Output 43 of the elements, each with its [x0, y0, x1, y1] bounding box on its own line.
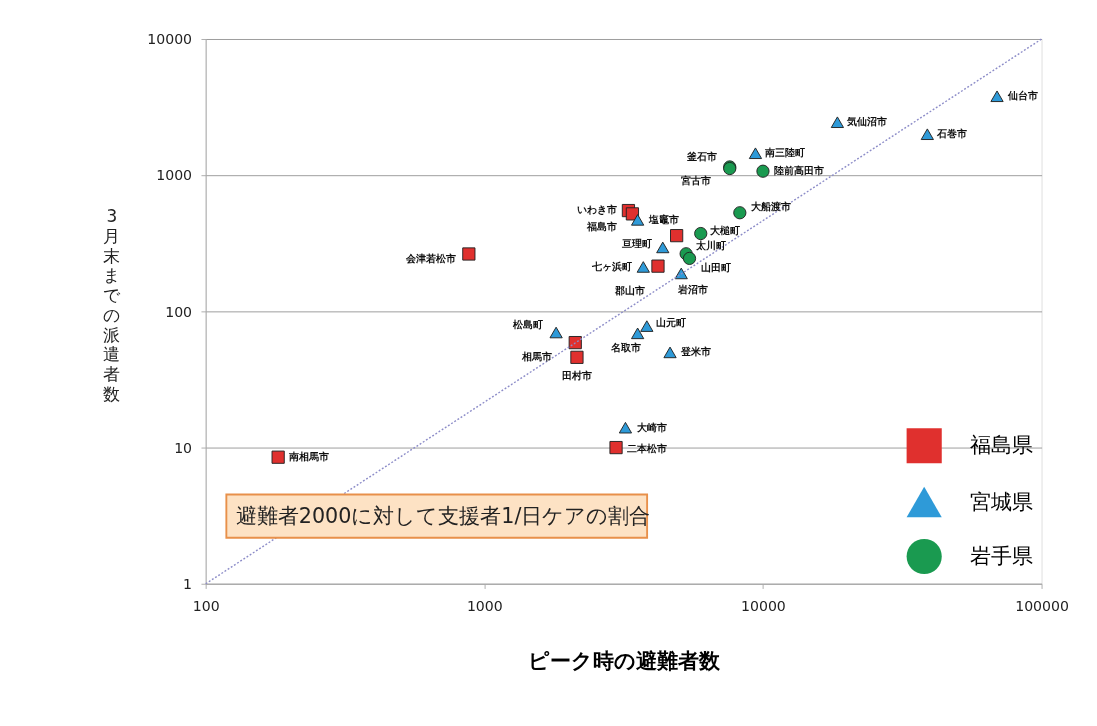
x-tick-label: 100	[192, 598, 220, 615]
annotation: 大槌町	[709, 224, 741, 237]
annotation: 宮古市	[680, 174, 711, 187]
y-tick-label: 10000	[147, 31, 193, 48]
annotation: 仙台市	[1007, 89, 1039, 102]
annotation: 気仙沼市	[845, 115, 887, 128]
annotation: 避難者2000に対して支援者1/日ケアの割合	[235, 503, 651, 528]
annotation: いわき市	[577, 203, 618, 216]
annotation: 釜石市	[685, 150, 717, 163]
annotation: 大船渡市	[750, 199, 792, 212]
legend-label: 宮城県	[970, 489, 1034, 514]
y-tick-label: 100	[165, 303, 193, 320]
text: 3月末までの派遣者数	[103, 206, 121, 404]
annotation: 登米市	[680, 345, 712, 358]
annotation: 亘理町	[620, 237, 652, 250]
annotation: 南相馬市	[288, 450, 330, 463]
annotation: 二本松市	[627, 442, 668, 455]
annotation: 相馬市	[520, 349, 552, 362]
x-tick-label: 1000	[466, 598, 503, 615]
annotation: 塩竈市	[647, 212, 679, 225]
annotation: 七ヶ浜町	[591, 259, 633, 272]
annotation: 南三陸町	[763, 146, 805, 159]
annotation: 郡山市	[613, 284, 645, 297]
annotation: 石巻市	[935, 127, 967, 140]
x-axis-title: ピーク時の避難者数	[528, 648, 722, 673]
y-tick-label: 1	[183, 575, 193, 592]
legend-label: 岩手県	[970, 544, 1034, 569]
annotation: 太川町	[694, 239, 726, 252]
annotation: 山元町	[656, 316, 687, 329]
x-tick-label: 10000	[741, 598, 786, 615]
x-tick-label: 100000	[1015, 598, 1069, 615]
annotation: 田村市	[561, 368, 592, 381]
annotation: 会津若松市	[404, 252, 456, 265]
y-tick-label: 10	[174, 439, 193, 456]
annotation: 岩沼市	[677, 283, 709, 296]
legend-label: 福島県	[970, 433, 1034, 458]
annotation: 松島町	[511, 317, 543, 330]
annotation: 大崎市	[635, 420, 667, 433]
annotation: 名取市	[610, 341, 642, 354]
annotation: 山田町	[700, 260, 731, 273]
annotation: 福島市	[586, 219, 618, 232]
y-tick-label: 1000	[156, 167, 193, 184]
annotation: 陸前高田市	[774, 164, 825, 177]
